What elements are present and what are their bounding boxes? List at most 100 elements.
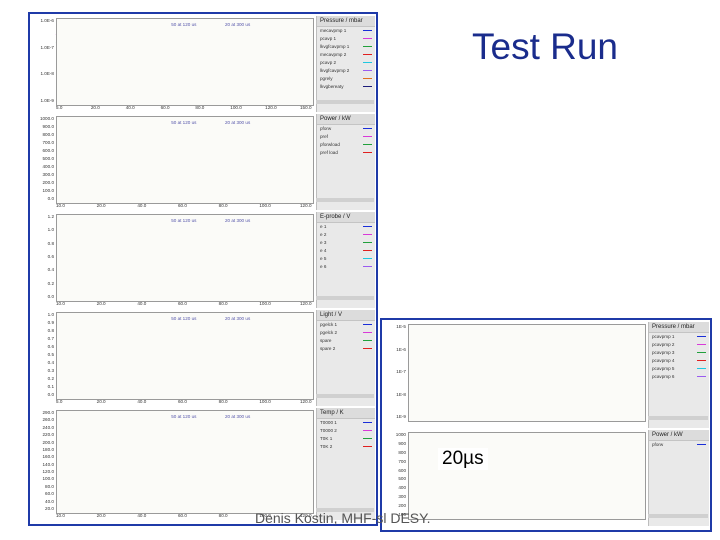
annotation: 20 at 300 us <box>224 316 251 321</box>
x-tick-label: 80.0 <box>218 513 228 518</box>
y-tick-label: 900.0 <box>42 124 55 129</box>
y-tick-label: 0.8 <box>47 240 54 246</box>
x-tick-label: 100.0 <box>230 105 242 110</box>
y-tick-label: 400.0 <box>42 164 55 169</box>
legend-swatch <box>363 86 372 87</box>
legend-swatch <box>697 336 706 337</box>
y-tick-label: 300 <box>398 494 406 500</box>
annotation: 20 at 300 us <box>224 218 251 223</box>
sec-plot-pressure-2 <box>408 324 646 422</box>
y-tick-label: 1.0 <box>47 227 54 233</box>
y-tick-label: 0.2 <box>47 376 54 381</box>
x-tick-label: 120.0 <box>300 301 312 306</box>
legend-scrollbar <box>316 394 374 398</box>
legend-scrollbar <box>648 514 708 518</box>
annotation: 20 at 300 us <box>224 22 251 27</box>
annotation: 50 at 120 us <box>171 316 197 321</box>
x-tick-label: 100.0 <box>259 399 271 404</box>
sec-legend-pressure-2: Pressure / mbar pcavpmp 1 pcavpmp 2 pcavpmp… <box>648 322 709 428</box>
legend-title: Pressure / mbar <box>649 322 709 333</box>
legend-title: Pressure / mbar <box>317 16 375 27</box>
x-tick-label: 10.0 <box>56 203 65 208</box>
main-legend-power-kw: Power / kW pforw pref pforwload pref load <box>316 114 375 210</box>
legend-swatch <box>697 360 706 361</box>
y-tick-label: 800.0 <box>42 132 55 137</box>
y-tick-label: 700.0 <box>42 140 55 145</box>
legend-item: mecavpmp 1 <box>317 27 375 35</box>
y-tick-label: 200.0 <box>42 439 55 445</box>
legend-swatch <box>363 30 372 31</box>
legend-item: lkvgfcavpmp 2 <box>317 67 375 75</box>
x-tick-label: 20.0 <box>96 399 106 404</box>
legend-item: T0000 1 <box>317 419 375 427</box>
y-tick-label: 700 <box>398 458 406 464</box>
y-tick-label: 1000 <box>395 432 406 437</box>
y-tick-label: 1.0E-8 <box>40 71 54 77</box>
legend-swatch <box>363 128 372 129</box>
x-tick-label: 5.0 <box>56 399 63 404</box>
legend-title: Power / kW <box>317 114 375 125</box>
legend-item: pgelck 1 <box>317 321 375 329</box>
legend-item: T0K 1 <box>317 435 375 443</box>
legend-item: e 2 <box>317 231 375 239</box>
annotation: 50 at 120 us <box>171 120 197 125</box>
main-legend-pressure: Pressure / mbar mecavpmp 1 pcavp 1 lkvgfcav… <box>316 16 375 112</box>
y-tick-label: 300.0 <box>42 172 55 177</box>
legend-swatch <box>363 234 372 235</box>
legend-swatch <box>363 38 372 39</box>
y-tick-label: 60.0 <box>45 491 54 497</box>
legend-swatch <box>363 54 372 55</box>
y-tick-label: 20.0 <box>45 506 54 511</box>
x-tick-label: 100.0 <box>259 203 271 208</box>
legend-scrollbar <box>648 416 708 420</box>
annotation: 50 at 120 us <box>171 218 197 223</box>
y-tick-label: 0.2 <box>47 280 54 286</box>
legend-item: pcavpmp 5 <box>649 365 709 373</box>
legend-item: pref <box>317 133 375 141</box>
x-tick-label: 5.0 <box>56 105 63 110</box>
sec-legend-power-2: Power / kW pforw <box>648 430 709 526</box>
x-tick-label: 20.0 <box>96 203 106 208</box>
y-tick-label: 290.0 <box>42 410 55 415</box>
x-tick-label: 80.0 <box>195 105 205 110</box>
x-tick-label: 120.0 <box>265 105 277 110</box>
second-monitor-window: Pressure / mbar pcavpmp 1 pcavpmp 2 pcavpmp… <box>380 318 712 532</box>
y-tick-label: 40.0 <box>45 498 54 504</box>
x-tick-label: 60.0 <box>178 203 187 208</box>
legend-item: pcavpmp 3 <box>649 349 709 357</box>
annotation: 20 at 300 us <box>224 120 251 125</box>
y-tick-label: 1.2 <box>47 214 54 219</box>
x-tick-label: 80.0 <box>218 301 228 306</box>
legend-item: T0K 2 <box>317 443 375 451</box>
y-tick-label: 220.0 <box>42 432 55 438</box>
legend-scrollbar <box>316 296 374 300</box>
x-tick-label: 60.0 <box>178 399 187 404</box>
legend-swatch <box>363 438 372 439</box>
main-plot-temperature <box>56 410 314 514</box>
legend-item: lkvgfcavpmp 1 <box>317 43 375 51</box>
x-tick-label: 40.0 <box>137 399 147 404</box>
legend-item: pforwload <box>317 141 375 149</box>
y-tick-label: 0.4 <box>47 267 54 273</box>
legend-swatch <box>363 78 372 79</box>
legend-item: pcavpmp 4 <box>649 357 709 365</box>
pulse-length-label: 20µs <box>438 448 488 470</box>
y-tick-label: 80.0 <box>45 483 54 489</box>
x-tick-label: 20.0 <box>90 105 100 110</box>
legend-item: pgelck 2 <box>317 329 375 337</box>
legend-title: Light / V <box>317 310 375 321</box>
annotation: 50 at 120 us <box>171 22 197 27</box>
legend-item: pforw <box>649 441 709 449</box>
legend-swatch <box>697 444 706 445</box>
x-tick-label: 60.0 <box>160 105 170 110</box>
legend-swatch <box>363 266 372 267</box>
legend-item: e 3 <box>317 239 375 247</box>
y-tick-label: 0.4 <box>47 360 54 365</box>
y-tick-label: 1.0 <box>47 312 54 317</box>
annotation: 20 at 300 us <box>224 414 251 419</box>
main-plot-light <box>56 312 314 400</box>
legend-scrollbar <box>316 508 374 512</box>
legend-swatch <box>697 368 706 369</box>
main-plot-power-kw <box>56 116 314 204</box>
